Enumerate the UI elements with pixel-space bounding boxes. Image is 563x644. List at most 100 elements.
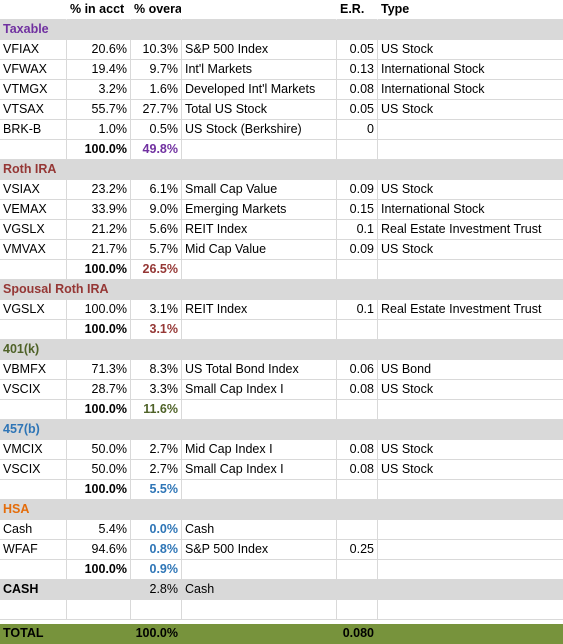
ticker-cell[interactable]: WFAF: [0, 540, 67, 560]
blank-cell[interactable]: [378, 320, 563, 340]
cash-pct-overall[interactable]: 2.8%: [131, 580, 182, 600]
pct-acct-cell[interactable]: 5.4%: [67, 520, 131, 540]
type-cell[interactable]: US Bond: [378, 360, 563, 380]
blank-cell[interactable]: [0, 400, 67, 420]
blank-cell[interactable]: [0, 560, 67, 580]
type-cell[interactable]: US Stock: [378, 40, 563, 60]
er-cell[interactable]: 0.25: [337, 540, 378, 560]
cash-desc[interactable]: Cash: [182, 580, 337, 600]
pct-overall-cell[interactable]: 3.3%: [131, 380, 182, 400]
ticker-cell[interactable]: VMCIX: [0, 440, 67, 460]
pct-overall-cell[interactable]: 9.0%: [131, 200, 182, 220]
subtotal-acct-cell[interactable]: 100.0%: [67, 140, 131, 160]
pct-acct-cell[interactable]: 23.2%: [67, 180, 131, 200]
blank-cell[interactable]: [67, 580, 131, 600]
type-cell[interactable]: US Stock: [378, 180, 563, 200]
header-type[interactable]: Type: [378, 0, 563, 20]
pct-overall-cell[interactable]: 0.8%: [131, 540, 182, 560]
section-title[interactable]: Taxable: [0, 20, 300, 40]
type-cell[interactable]: US Stock: [378, 460, 563, 480]
blank-cell[interactable]: [67, 624, 131, 644]
pct-overall-cell[interactable]: 2.7%: [131, 460, 182, 480]
er-cell[interactable]: 0.08: [337, 80, 378, 100]
ticker-cell[interactable]: VGSLX: [0, 220, 67, 240]
pct-acct-cell[interactable]: 3.2%: [67, 80, 131, 100]
header-blank[interactable]: [182, 0, 337, 20]
pct-acct-cell[interactable]: 55.7%: [67, 100, 131, 120]
pct-overall-cell[interactable]: 27.7%: [131, 100, 182, 120]
total-er[interactable]: 0.080: [337, 624, 378, 644]
description-cell[interactable]: Small Cap Index I: [182, 460, 337, 480]
er-cell[interactable]: 0.05: [337, 40, 378, 60]
blank-cell[interactable]: [378, 600, 563, 620]
blank-cell[interactable]: [182, 260, 337, 280]
er-cell[interactable]: 0.05: [337, 100, 378, 120]
er-cell[interactable]: 0.1: [337, 220, 378, 240]
er-cell[interactable]: 0.09: [337, 180, 378, 200]
pct-acct-cell[interactable]: 71.3%: [67, 360, 131, 380]
blank-cell[interactable]: [378, 560, 563, 580]
blank-cell[interactable]: [0, 320, 67, 340]
blank-cell[interactable]: [378, 480, 563, 500]
description-cell[interactable]: Mid Cap Value: [182, 240, 337, 260]
type-cell[interactable]: International Stock: [378, 80, 563, 100]
er-cell[interactable]: 0: [337, 120, 378, 140]
pct-overall-cell[interactable]: 0.0%: [131, 520, 182, 540]
pct-overall-cell[interactable]: 6.1%: [131, 180, 182, 200]
subtotal-overall-cell[interactable]: 26.5%: [131, 260, 182, 280]
blank-cell[interactable]: [0, 140, 67, 160]
description-cell[interactable]: Emerging Markets: [182, 200, 337, 220]
type-cell[interactable]: US Stock: [378, 100, 563, 120]
pct-acct-cell[interactable]: 19.4%: [67, 60, 131, 80]
type-cell[interactable]: International Stock: [378, 200, 563, 220]
header-pct-overall[interactable]: % overall: [131, 0, 182, 20]
blank-cell[interactable]: [378, 400, 563, 420]
header-pct-acct[interactable]: % in acct: [67, 0, 131, 20]
type-cell[interactable]: [378, 520, 563, 540]
type-cell[interactable]: [378, 120, 563, 140]
ticker-cell[interactable]: Cash: [0, 520, 67, 540]
type-cell[interactable]: US Stock: [378, 380, 563, 400]
subtotal-overall-cell[interactable]: 3.1%: [131, 320, 182, 340]
er-cell[interactable]: 0.1: [337, 300, 378, 320]
blank-cell[interactable]: [182, 600, 337, 620]
pct-overall-cell[interactable]: 8.3%: [131, 360, 182, 380]
ticker-cell[interactable]: BRK-B: [0, 120, 67, 140]
er-cell[interactable]: 0.15: [337, 200, 378, 220]
er-cell[interactable]: 0.13: [337, 60, 378, 80]
blank-cell[interactable]: [337, 140, 378, 160]
ticker-cell[interactable]: VSCIX: [0, 460, 67, 480]
section-title[interactable]: Roth IRA: [0, 160, 300, 180]
blank-cell[interactable]: [0, 480, 67, 500]
section-title[interactable]: 457(b): [0, 420, 300, 440]
blank-cell[interactable]: [182, 140, 337, 160]
description-cell[interactable]: Int'l Markets: [182, 60, 337, 80]
description-cell[interactable]: S&P 500 Index: [182, 540, 337, 560]
blank-cell[interactable]: [337, 260, 378, 280]
ticker-cell[interactable]: VTSAX: [0, 100, 67, 120]
blank-cell[interactable]: [337, 400, 378, 420]
pct-acct-cell[interactable]: 33.9%: [67, 200, 131, 220]
pct-acct-cell[interactable]: 94.6%: [67, 540, 131, 560]
blank-cell[interactable]: [378, 140, 563, 160]
ticker-cell[interactable]: VFWAX: [0, 60, 67, 80]
blank-cell[interactable]: [182, 480, 337, 500]
blank-cell[interactable]: [0, 600, 67, 620]
pct-acct-cell[interactable]: 50.0%: [67, 440, 131, 460]
blank-cell[interactable]: [337, 480, 378, 500]
blank-cell[interactable]: [378, 580, 563, 600]
section-title[interactable]: HSA: [0, 500, 300, 520]
subtotal-overall-cell[interactable]: 49.8%: [131, 140, 182, 160]
pct-overall-cell[interactable]: 2.7%: [131, 440, 182, 460]
ticker-cell[interactable]: VSCIX: [0, 380, 67, 400]
ticker-cell[interactable]: VEMAX: [0, 200, 67, 220]
type-cell[interactable]: US Stock: [378, 440, 563, 460]
header-blank[interactable]: [0, 0, 67, 20]
total-pct-overall[interactable]: 100.0%: [131, 624, 182, 644]
pct-acct-cell[interactable]: 21.7%: [67, 240, 131, 260]
ticker-cell[interactable]: VMVAX: [0, 240, 67, 260]
er-cell[interactable]: 0.09: [337, 240, 378, 260]
er-cell[interactable]: 0.08: [337, 380, 378, 400]
pct-overall-cell[interactable]: 10.3%: [131, 40, 182, 60]
blank-cell[interactable]: [182, 624, 337, 644]
